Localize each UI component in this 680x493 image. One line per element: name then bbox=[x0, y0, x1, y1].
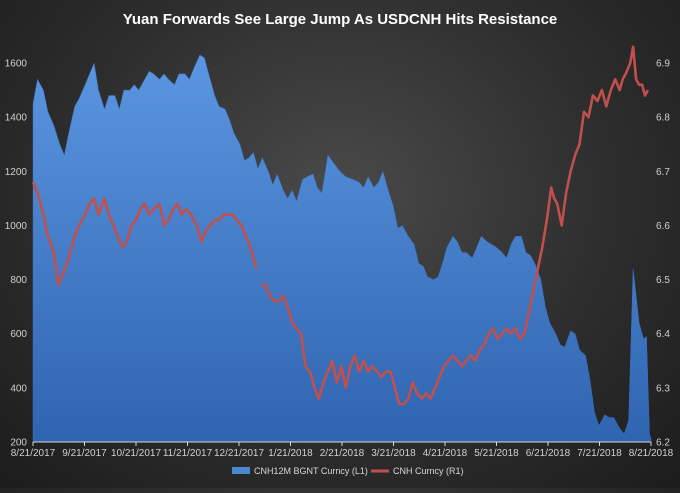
y-left-tick-label: 800 bbox=[10, 275, 27, 286]
axes-layer: 200 400 600 800 1000 1200 1400 1600 6.2 6.3 6.4 6.5… bbox=[5, 59, 674, 459]
line-series-cnh bbox=[31, 45, 650, 406]
x-tick-label: 5/21/2018 bbox=[474, 448, 519, 459]
area-series-layer bbox=[32, 54, 652, 443]
y-left-tick-label: 1400 bbox=[5, 113, 28, 124]
x-tick-label: 7/21/2018 bbox=[577, 448, 622, 459]
y-right-tick-label: 6.5 bbox=[656, 275, 670, 286]
x-tick-label: 1/21/2018 bbox=[268, 448, 313, 459]
legend-label-cnh12m: CNH12M BGNT Curncy (L1) bbox=[254, 466, 368, 476]
line-series-layer bbox=[31, 45, 650, 406]
y-left-tick-label: 600 bbox=[10, 329, 27, 340]
y-left-tick-label: 1200 bbox=[5, 167, 28, 178]
y-left-tick-label: 1000 bbox=[5, 221, 28, 232]
area-series-cnh12m bbox=[32, 54, 652, 443]
x-tick-label: 10/21/2017 bbox=[111, 448, 161, 459]
legend-swatch-cnh12m bbox=[232, 467, 250, 474]
y-right-tick-label: 6.3 bbox=[656, 383, 670, 394]
y-left-tick-label: 1600 bbox=[5, 59, 28, 70]
x-tick-label: 4/21/2018 bbox=[423, 448, 468, 459]
y-right-tick-label: 6.7 bbox=[656, 167, 670, 178]
x-tick-label: 11/21/2017 bbox=[163, 448, 213, 459]
y-right-tick-label: 6.6 bbox=[656, 221, 670, 232]
x-tick-label: 9/21/2017 bbox=[62, 448, 107, 459]
chart-title: Yuan Forwards See Large Jump As USDCNH H… bbox=[123, 11, 558, 28]
legend: CNH12M BGNT Curncy (L1) CNH Curncy (R1) bbox=[232, 466, 464, 476]
y-left-tick-label: 200 bbox=[10, 438, 27, 449]
y-right-tick-label: 6.2 bbox=[656, 438, 670, 449]
x-tick-label: 8/21/2018 bbox=[629, 448, 674, 459]
legend-label-cnh: CNH Curncy (R1) bbox=[393, 466, 464, 476]
x-tick-label: 3/21/2018 bbox=[371, 448, 416, 459]
y-right-tick-label: 6.4 bbox=[656, 329, 670, 340]
x-tick-label: 12/21/2017 bbox=[214, 448, 264, 459]
x-tick-label: 6/21/2018 bbox=[526, 448, 571, 459]
y-left-tick-label: 400 bbox=[10, 383, 27, 394]
y-right-tick-label: 6.9 bbox=[656, 59, 670, 70]
x-tick-label: 2/21/2018 bbox=[320, 448, 365, 459]
x-tick-label: 8/21/2017 bbox=[11, 448, 56, 459]
y-right-tick-label: 6.8 bbox=[656, 113, 670, 124]
